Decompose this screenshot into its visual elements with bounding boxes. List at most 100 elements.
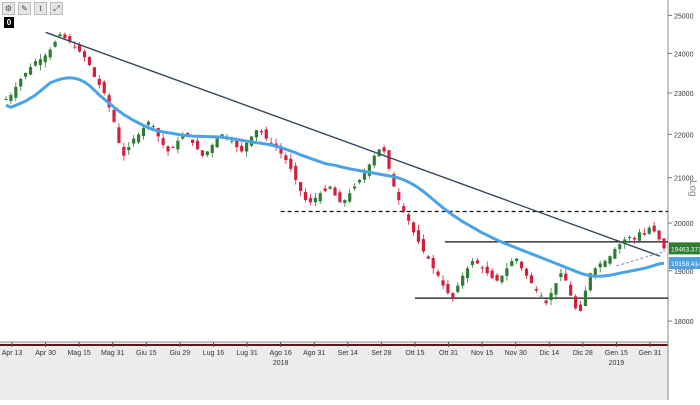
- candle-body: [387, 150, 391, 169]
- candle-body: [436, 271, 440, 276]
- candle-body: [411, 222, 416, 233]
- candle-body: [544, 300, 548, 304]
- candle-body: [372, 155, 376, 166]
- candle-body: [303, 191, 308, 201]
- candle-body: [19, 78, 23, 87]
- candle-body: [490, 270, 494, 279]
- x-tick-label: Nov 15: [471, 350, 493, 357]
- candle-body: [456, 285, 460, 292]
- y-tick-label: 20000: [674, 221, 694, 228]
- candle-body: [529, 275, 534, 284]
- x-tick-label: Lug 31: [236, 350, 258, 357]
- candle-body: [338, 192, 342, 203]
- candle-body: [63, 34, 67, 39]
- candle-body: [97, 78, 101, 85]
- candle-body: [343, 200, 347, 204]
- candle-body: [426, 256, 430, 259]
- x-tick-label: Ago 16: [270, 350, 292, 357]
- candle-body: [151, 125, 155, 127]
- price-tag-label: 19463.3713: [671, 246, 700, 253]
- candle-body: [524, 268, 529, 276]
- price-tag-label: 19158.4141: [671, 261, 700, 268]
- candle-body: [43, 55, 47, 63]
- x-tick-label: Set 14: [338, 350, 358, 357]
- candle-body: [87, 57, 92, 66]
- candle-body: [82, 51, 87, 58]
- candle-body: [431, 257, 435, 269]
- candle-body: [68, 36, 72, 42]
- candle-body: [195, 140, 200, 150]
- candle-body: [235, 139, 239, 148]
- candle-body: [136, 134, 141, 143]
- candle-body: [58, 34, 62, 37]
- candle-body: [269, 142, 273, 144]
- candle-body: [647, 227, 651, 234]
- y-tick-label: 25000: [674, 13, 694, 20]
- candle-body: [132, 138, 136, 144]
- zero-badge: 0: [4, 17, 14, 28]
- candle-body: [618, 244, 622, 250]
- candle-body: [323, 188, 327, 192]
- candle-body: [637, 232, 642, 241]
- text-tool-icon[interactable]: t: [34, 2, 47, 15]
- pencil-icon[interactable]: ✎: [18, 2, 31, 15]
- settings-icon[interactable]: ⚙: [2, 2, 15, 15]
- x-tick-label: Mag 15: [67, 350, 90, 357]
- candle-body: [549, 293, 553, 301]
- candle-body: [574, 296, 578, 309]
- candle-body: [254, 130, 259, 138]
- candle-body: [294, 165, 298, 180]
- expand-icon[interactable]: ⤢: [50, 2, 63, 15]
- candle-body: [107, 95, 111, 108]
- candle-body: [348, 193, 352, 202]
- candle-body: [53, 41, 57, 47]
- candle-body: [505, 268, 509, 277]
- candle-body: [279, 148, 283, 154]
- candle-body: [245, 142, 249, 152]
- candle-body: [205, 151, 209, 156]
- candle-body: [632, 237, 637, 240]
- candle-body: [220, 134, 224, 137]
- candle-body: [588, 273, 592, 291]
- candle-body: [230, 140, 234, 142]
- x-tick-label: Apr 13: [2, 350, 23, 357]
- candle-body: [495, 274, 499, 281]
- candle-body: [623, 239, 627, 244]
- candle-body: [24, 72, 28, 77]
- x-tick-label: Giu 29: [170, 350, 191, 357]
- candle-body: [485, 266, 489, 274]
- x-tick-label: Dic 28: [573, 350, 593, 357]
- candle-body: [564, 273, 568, 281]
- candle-body: [603, 261, 607, 267]
- candle-body: [78, 44, 82, 52]
- candle-body: [642, 233, 646, 235]
- candle-body: [461, 275, 465, 286]
- candle-body: [33, 61, 38, 66]
- candle-body: [534, 288, 538, 291]
- x-tick-label: Gen 15: [605, 350, 628, 357]
- candle-body: [210, 144, 214, 153]
- candle-body: [357, 179, 362, 183]
- candle-body: [318, 193, 322, 202]
- candle-body: [628, 237, 632, 239]
- year-label: 2018: [273, 360, 289, 367]
- candle-body: [92, 67, 96, 77]
- candle-body: [465, 268, 470, 279]
- candle-body: [141, 128, 146, 137]
- candle-body: [500, 275, 504, 283]
- y-tick-label: 24000: [674, 51, 694, 58]
- x-tick-label: Apr 30: [35, 350, 56, 357]
- candle-body: [215, 138, 219, 148]
- candle-body: [475, 260, 480, 264]
- moving-average-line: [5, 76, 665, 278]
- candle-body: [264, 129, 268, 139]
- candle-body: [166, 146, 170, 152]
- candle-body: [441, 280, 445, 286]
- log-scale-label: Log: [687, 180, 698, 197]
- y-tick-label: 23000: [674, 91, 694, 98]
- candle-body: [554, 283, 558, 295]
- candle-body: [353, 186, 357, 189]
- candle-body: [377, 149, 381, 157]
- candle-body: [299, 182, 303, 192]
